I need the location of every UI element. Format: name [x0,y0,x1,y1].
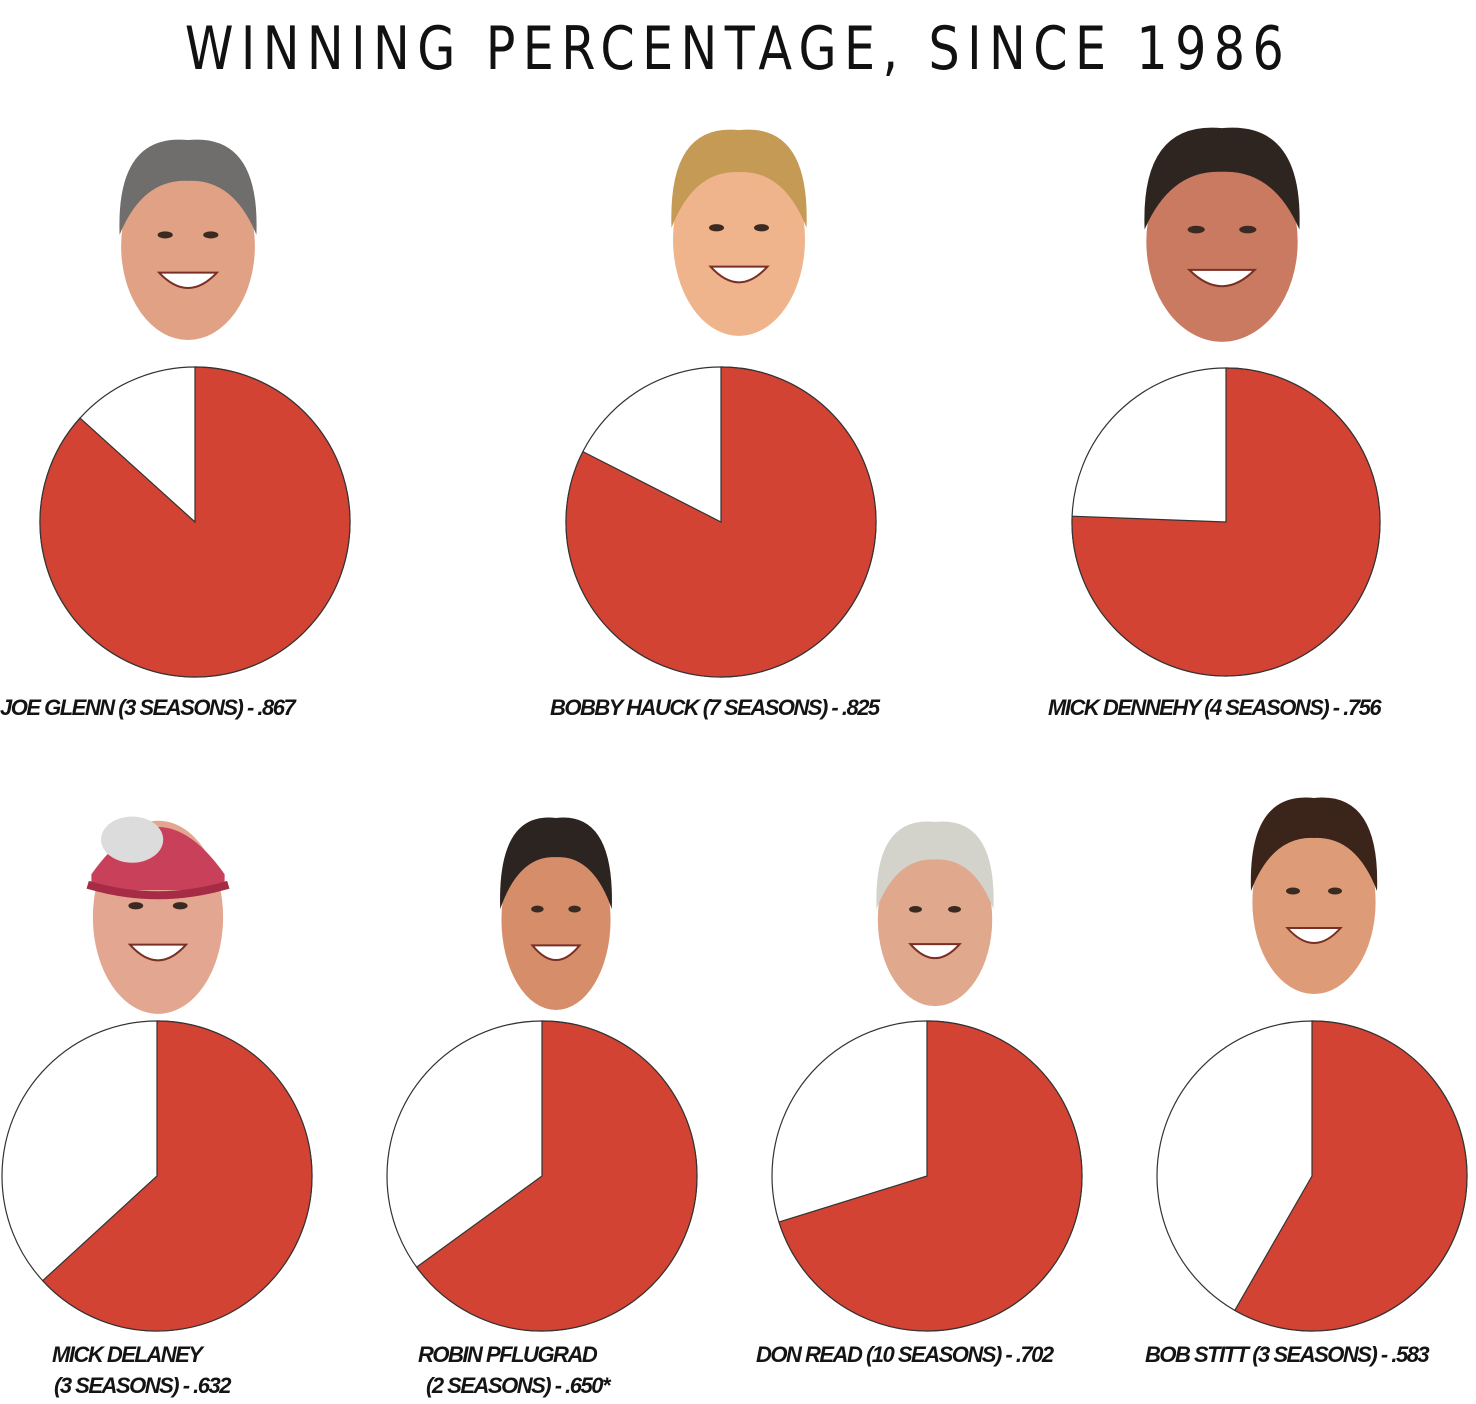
coach-face-icon [1144,127,1300,342]
coach-caption: DON READ (10 SEASONS) - .702 [756,1339,1054,1370]
pie-slice-wins [415,1020,698,1332]
face-eye [709,224,724,232]
coach-face-icon [1250,797,1378,994]
face-hair [1250,797,1378,891]
face-skin [1146,141,1298,342]
face-eye [909,906,922,913]
coach-face-icon [671,129,807,336]
face-hair [671,129,807,228]
coach-face-icon [500,817,612,1011]
face-eye [1328,887,1342,895]
coach-face-icon [86,816,230,1014]
pie-chart [1,1020,313,1332]
face-eye [754,224,769,232]
pie-chart [386,1020,698,1332]
face-hair [119,139,257,235]
coach-caption: BOBBY HAUCK (7 SEASONS) - .825 [550,692,880,723]
pie-slice-wins [1233,1020,1468,1332]
coach-caption-line: DON READ (10 SEASONS) - .702 [756,1342,1054,1367]
coach-caption-line: MICK DELANEY [52,1342,203,1367]
pie-chart [1071,367,1381,677]
coach-face-icon [119,139,257,340]
visor-brim [86,880,230,900]
face-eye [948,906,961,913]
pie-slice-wins [778,1020,1083,1332]
pie-chart [39,366,351,678]
face-smile [708,265,770,284]
face-smile [156,271,220,289]
face-eye [568,905,581,913]
coach-caption-line: BOBBY HAUCK (7 SEASONS) - .825 [550,695,880,720]
pie-slice-wins [41,1020,313,1332]
coach-caption: JOE GLENN (3 SEASONS) - .867 [0,692,296,723]
pie-chart [771,1020,1083,1332]
coach-caption: MICK DENNEHY (4 SEASONS) - .756 [1048,692,1382,723]
face-skin [121,152,255,340]
pie-slice-wins [1071,367,1381,677]
coach-caption-line: MICK DENNEHY (4 SEASONS) - .756 [1048,695,1382,720]
coach-caption-line: ROBIN PFLUGRAD [418,1342,598,1367]
face-eye [172,902,188,910]
coach-caption-line: (3 SEASONS) - .632 [54,1373,231,1398]
pie-slice-wins [565,366,877,678]
coach-caption-line: BOB STITT (3 SEASONS) - .583 [1145,1342,1430,1367]
face-skin [1252,810,1376,994]
coach-caption: BOB STITT (3 SEASONS) - .583 [1145,1339,1430,1370]
pie-chart [1156,1020,1468,1332]
face-skin [673,142,805,336]
coach-caption-line: (2 SEASONS) - .650* [426,1373,611,1398]
face-hair [876,821,994,910]
coach-caption: MICK DELANEY (3 SEASONS) - .632 [52,1339,231,1401]
face-skin [877,833,993,1007]
face-hair [1144,127,1300,230]
face-eye [531,905,544,913]
coach-caption-line: JOE GLENN (3 SEASONS) - .867 [0,695,296,720]
coach-face-icon [876,821,994,1007]
face-smile [1285,927,1343,944]
face-hair [101,816,164,863]
face-smile [127,943,189,962]
chart-title: WINNING PERCENTAGE, SINCE 1986 [184,14,1292,84]
face-eye [157,231,173,239]
face-eye [1187,225,1205,234]
pie-chart [565,366,877,678]
face-skin [501,829,611,1011]
face-eye [203,231,219,239]
face-smile [908,943,962,960]
face-eye [128,902,144,910]
face-hair [500,817,612,910]
face-smile [1186,268,1258,288]
coach-caption: ROBIN PFLUGRAD (2 SEASONS) - .650* [418,1339,611,1401]
face-smile [530,944,582,961]
face-eye [1239,225,1257,234]
pie-slice-wins [39,366,351,678]
face-eye [1286,887,1300,895]
